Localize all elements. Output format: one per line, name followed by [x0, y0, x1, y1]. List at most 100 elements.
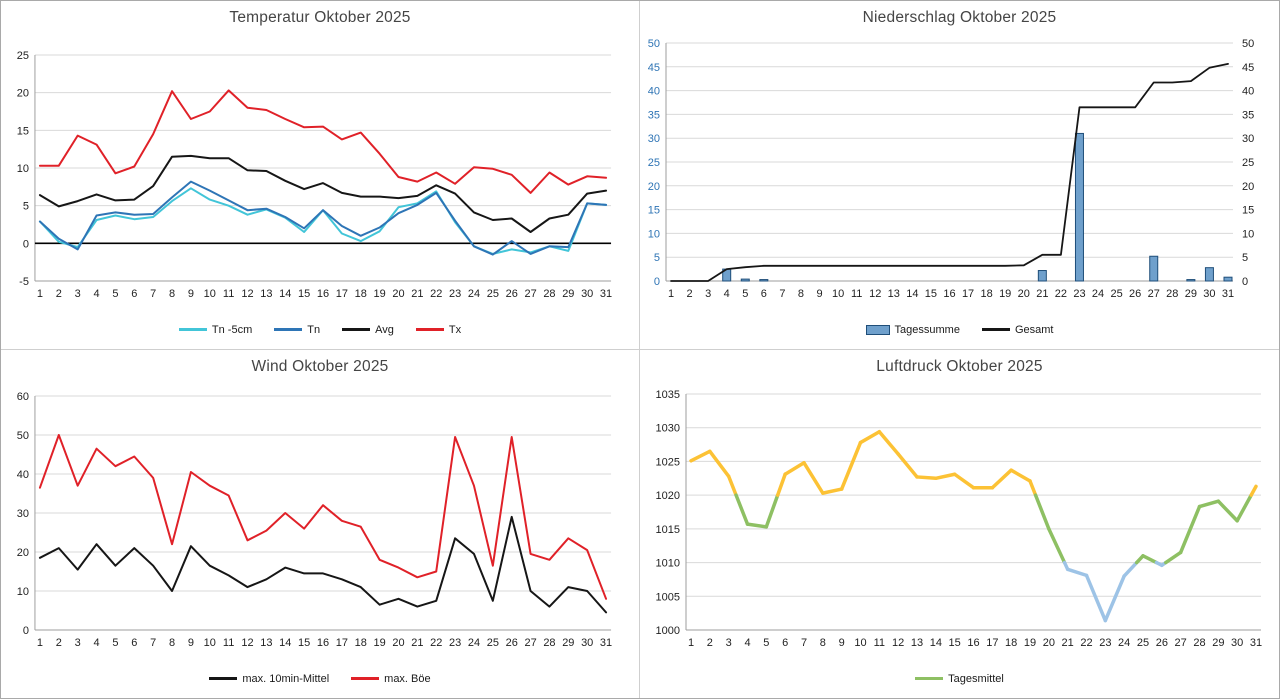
- svg-text:8: 8: [169, 636, 175, 648]
- svg-text:0: 0: [23, 624, 29, 636]
- svg-text:15: 15: [298, 288, 310, 300]
- svg-text:40: 40: [17, 468, 29, 480]
- svg-text:28: 28: [1193, 637, 1205, 649]
- svg-text:28: 28: [543, 288, 555, 300]
- svg-text:12: 12: [241, 636, 253, 648]
- svg-text:2: 2: [687, 288, 693, 300]
- svg-text:10: 10: [204, 636, 216, 648]
- legend-line-swatch: [274, 328, 303, 332]
- svg-text:24: 24: [468, 636, 480, 648]
- svg-text:1: 1: [37, 288, 43, 300]
- svg-text:10: 10: [648, 228, 660, 240]
- svg-text:11: 11: [223, 636, 234, 648]
- svg-text:50: 50: [17, 429, 29, 441]
- svg-text:11: 11: [851, 288, 862, 300]
- svg-text:3: 3: [75, 288, 81, 300]
- svg-text:30: 30: [1231, 637, 1243, 649]
- svg-text:12: 12: [892, 637, 904, 649]
- svg-text:15: 15: [298, 636, 310, 648]
- svg-text:4: 4: [724, 288, 730, 300]
- svg-text:20: 20: [17, 88, 29, 100]
- legend-label: Tx: [448, 323, 462, 336]
- svg-text:12: 12: [869, 288, 881, 300]
- svg-text:7: 7: [801, 637, 807, 649]
- svg-text:1000: 1000: [656, 625, 680, 637]
- svg-text:23: 23: [1099, 637, 1111, 649]
- svg-text:14: 14: [279, 288, 291, 300]
- svg-text:14: 14: [279, 636, 291, 648]
- legend-item: Tn -5cm: [178, 324, 252, 336]
- svg-text:22: 22: [1055, 288, 1067, 300]
- svg-text:16: 16: [967, 637, 979, 649]
- svg-text:19: 19: [374, 288, 386, 300]
- legend-item: Gesamt: [981, 323, 1054, 336]
- svg-text:10: 10: [17, 585, 29, 597]
- svg-text:1005: 1005: [656, 591, 680, 603]
- svg-text:40: 40: [1242, 86, 1254, 98]
- svg-text:1: 1: [668, 288, 674, 300]
- svg-text:29: 29: [1185, 288, 1197, 300]
- svg-text:25: 25: [487, 636, 499, 648]
- svg-text:30: 30: [648, 133, 660, 145]
- legend-label: Tn: [307, 323, 321, 336]
- legend-item: Avg: [342, 324, 394, 336]
- precipitation-chart-title: Niederschlag Oktober 2025: [862, 9, 1057, 26]
- svg-text:13: 13: [888, 288, 900, 300]
- svg-text:1015: 1015: [656, 523, 680, 535]
- svg-text:27: 27: [1148, 288, 1160, 300]
- precipitation-legend: Tagessumme Gesamt: [640, 317, 1279, 349]
- svg-text:1020: 1020: [656, 490, 680, 502]
- svg-text:9: 9: [188, 288, 194, 300]
- temperature-legend: Tn -5cm Tn Avg Tx: [1, 317, 639, 349]
- svg-text:10: 10: [854, 637, 866, 649]
- svg-text:27: 27: [1175, 637, 1187, 649]
- svg-text:14: 14: [930, 637, 942, 649]
- svg-text:21: 21: [411, 636, 423, 648]
- svg-text:30: 30: [581, 288, 593, 300]
- svg-text:7: 7: [779, 288, 785, 300]
- svg-text:10: 10: [832, 288, 844, 300]
- svg-text:45: 45: [648, 62, 660, 74]
- svg-text:20: 20: [17, 546, 29, 558]
- svg-text:31: 31: [1250, 637, 1262, 649]
- svg-text:2: 2: [56, 636, 62, 648]
- svg-text:27: 27: [524, 288, 536, 300]
- svg-text:1: 1: [37, 636, 43, 648]
- svg-text:9: 9: [188, 636, 194, 648]
- svg-text:1030: 1030: [656, 422, 680, 434]
- svg-text:50: 50: [648, 38, 660, 50]
- svg-text:6: 6: [131, 288, 137, 300]
- legend-label: Gesamt: [1014, 323, 1054, 336]
- svg-text:5: 5: [23, 201, 29, 213]
- svg-text:18: 18: [981, 288, 993, 300]
- svg-text:7: 7: [150, 288, 156, 300]
- svg-text:8: 8: [820, 637, 826, 649]
- svg-text:19: 19: [1024, 637, 1036, 649]
- svg-text:40: 40: [648, 86, 660, 98]
- pressure-chart-title: Luftdruck Oktober 2025: [876, 357, 1043, 375]
- svg-text:14: 14: [906, 288, 918, 300]
- legend-item: Tagessumme: [865, 324, 960, 336]
- svg-text:4: 4: [744, 637, 750, 649]
- svg-text:25: 25: [1137, 637, 1149, 649]
- legend-line-swatch: [342, 328, 371, 332]
- svg-text:10: 10: [1242, 228, 1254, 240]
- legend-label: max. Böe: [384, 672, 431, 685]
- svg-text:5: 5: [654, 252, 660, 264]
- svg-text:20: 20: [1242, 181, 1254, 193]
- svg-text:31: 31: [600, 636, 612, 648]
- svg-text:9: 9: [839, 637, 845, 649]
- svg-text:30: 30: [581, 636, 593, 648]
- svg-text:25: 25: [648, 157, 660, 169]
- legend-label: Tagesmittel: [948, 672, 1004, 685]
- svg-text:16: 16: [317, 636, 329, 648]
- svg-text:25: 25: [17, 50, 29, 62]
- svg-text:45: 45: [1242, 62, 1254, 74]
- svg-text:3: 3: [726, 637, 732, 649]
- svg-text:5: 5: [742, 288, 748, 300]
- svg-text:31: 31: [1222, 288, 1234, 300]
- svg-text:2: 2: [56, 288, 62, 300]
- svg-text:15: 15: [648, 205, 660, 217]
- svg-text:5: 5: [112, 636, 118, 648]
